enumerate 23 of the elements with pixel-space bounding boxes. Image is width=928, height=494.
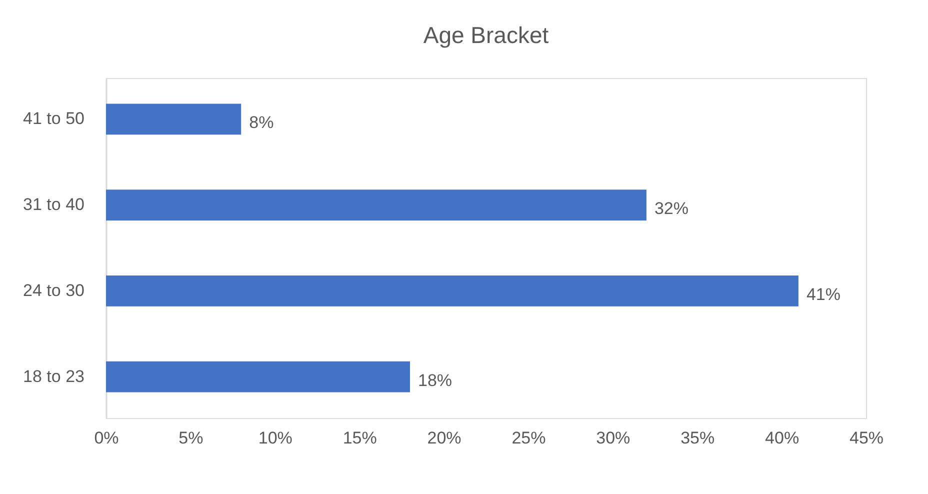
x-tick-label: 25%	[512, 428, 546, 448]
x-tick-label: 40%	[765, 428, 800, 448]
x-tick-label: 15%	[342, 428, 377, 448]
data-label: 18%	[418, 370, 452, 390]
x-tick-label: 30%	[596, 428, 630, 448]
data-label: 32%	[654, 199, 688, 218]
y-tick-label: 24 to 30	[23, 280, 84, 300]
y-tick-label: 31 to 40	[23, 195, 84, 214]
bar	[106, 361, 410, 392]
x-tick-label: 10%	[258, 428, 292, 448]
x-tick-label: 20%	[427, 428, 462, 448]
x-tick-label: 5%	[178, 428, 204, 448]
x-tick-label: 35%	[680, 428, 715, 448]
x-tick-label: 0%	[94, 428, 119, 448]
bar	[106, 104, 242, 135]
bar	[106, 275, 798, 306]
data-label: 8%	[249, 113, 274, 132]
chart-title: Age Bracket	[423, 22, 550, 48]
bar	[106, 190, 646, 221]
data-label: 41%	[806, 284, 840, 304]
y-tick-label: 41 to 50	[23, 109, 84, 128]
x-tick-label: 45%	[849, 428, 884, 448]
y-tick-label: 18 to 23	[23, 366, 84, 386]
